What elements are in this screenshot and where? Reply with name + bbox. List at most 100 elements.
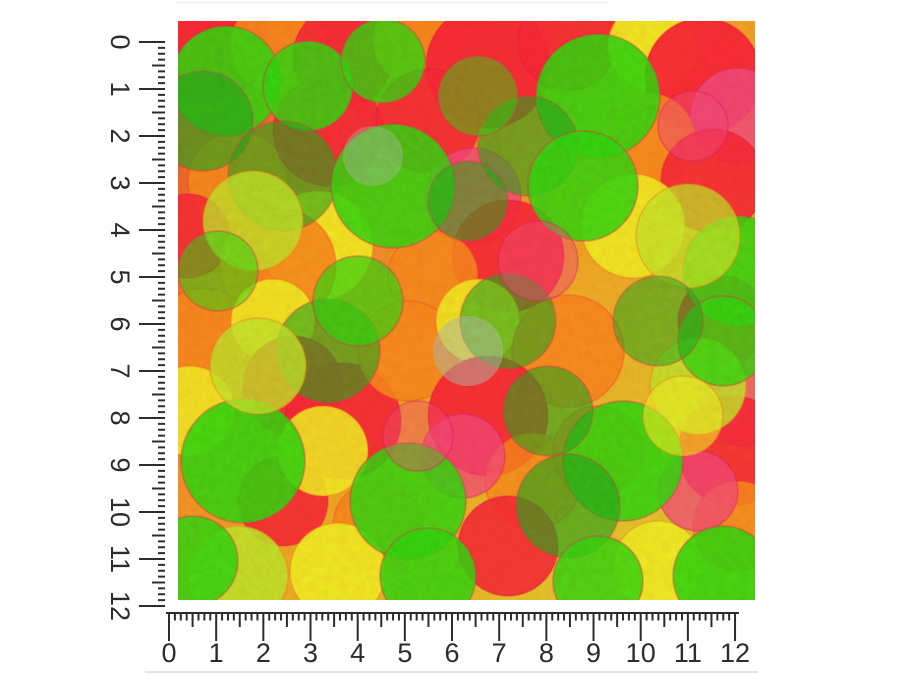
ruler-tick xyxy=(315,614,318,621)
ruler-tick xyxy=(380,614,383,627)
ruler-tick xyxy=(158,399,165,402)
ruler-tick xyxy=(515,614,518,621)
ruler-tick xyxy=(152,581,165,584)
ruler-tick xyxy=(610,614,613,621)
ruler-tick xyxy=(158,217,165,220)
ruler-tick xyxy=(191,614,194,627)
ruler-tick xyxy=(480,614,483,621)
image-edge-line-bottom xyxy=(145,671,758,673)
ruler-label: 2 xyxy=(105,128,135,143)
ruler-tick xyxy=(498,614,501,641)
ruler-tick xyxy=(139,464,165,466)
ruler-tick xyxy=(139,558,165,560)
ruler-tick xyxy=(158,270,165,273)
ruler-tick xyxy=(268,614,271,621)
ruler-tick xyxy=(551,614,554,621)
ruler-tick xyxy=(215,614,218,641)
ruler-label: 11 xyxy=(105,545,135,573)
ruler-tick xyxy=(386,614,389,621)
ruler-tick xyxy=(627,614,630,621)
ruler-tick xyxy=(139,605,165,607)
ruler-tick xyxy=(158,469,165,472)
ruler-tick xyxy=(675,614,678,621)
ruler-tick xyxy=(545,614,548,641)
vinyl-swatch-image xyxy=(178,21,755,600)
ruler-tick xyxy=(563,614,566,621)
ruler-tick xyxy=(474,614,477,627)
ruler-tick xyxy=(492,614,495,621)
ruler-tick xyxy=(152,534,165,537)
ruler-tick xyxy=(362,614,365,621)
ruler-tick xyxy=(158,152,165,155)
ruler-label: 10 xyxy=(105,497,135,527)
ruler-tick xyxy=(421,614,424,621)
ruler-tick xyxy=(152,111,165,114)
ruler-tick xyxy=(527,614,530,621)
ruler-tick xyxy=(158,334,165,337)
ruler-tick xyxy=(456,614,459,621)
ruler-label: 7 xyxy=(105,363,135,378)
ruler-tick xyxy=(158,76,165,79)
ruler-tick xyxy=(633,614,636,621)
ruler-tick xyxy=(158,587,165,590)
ruler-tick xyxy=(158,211,165,214)
ruler-baseline xyxy=(166,612,739,614)
ruler-tick xyxy=(139,417,165,419)
ruler-tick xyxy=(152,252,165,255)
ruler-tick xyxy=(152,158,165,161)
ruler-tick xyxy=(158,240,165,243)
ruler-tick xyxy=(568,614,571,627)
ruler-tick xyxy=(158,93,165,96)
ruler-tick xyxy=(374,614,377,621)
image-edge-line-top xyxy=(176,2,608,3)
ruler-tick xyxy=(158,569,165,572)
ruler-label: 8 xyxy=(105,410,135,425)
ruler-tick xyxy=(139,323,165,325)
ruler-tick xyxy=(158,505,165,508)
ruler-tick xyxy=(158,546,165,549)
ruler-tick xyxy=(158,258,165,261)
ruler-tick xyxy=(158,305,165,308)
ruler-tick xyxy=(439,614,442,621)
ruler-tick xyxy=(158,328,165,331)
ruler-tick xyxy=(158,117,165,120)
ruler-label: 2 xyxy=(256,638,271,668)
ruler-tick xyxy=(710,614,713,627)
ruler-tick xyxy=(152,299,165,302)
ruler-tick xyxy=(698,614,701,621)
ruler-tick xyxy=(152,64,165,67)
ruler-tick xyxy=(158,264,165,267)
ruler-tick xyxy=(158,428,165,431)
ruler-tick xyxy=(173,614,176,621)
ruler-tick xyxy=(158,358,165,361)
ruler-tick xyxy=(152,393,165,396)
ruler-tick xyxy=(139,135,165,137)
ruler-tick xyxy=(158,99,165,102)
ruler-tick xyxy=(728,614,731,621)
ruler-label: 3 xyxy=(105,175,135,190)
ruler-label: 6 xyxy=(105,316,135,331)
ruler-tick xyxy=(158,434,165,437)
ruler-tick xyxy=(280,614,283,621)
ruler-tick xyxy=(158,481,165,484)
ruler-tick xyxy=(158,317,165,320)
ruler-tick xyxy=(139,276,165,278)
ruler-tick xyxy=(139,182,165,184)
ruler-tick xyxy=(158,311,165,314)
ruler-label: 5 xyxy=(105,269,135,284)
ruler-tick xyxy=(639,614,642,641)
ruler-tick xyxy=(592,614,595,641)
ruler-tick xyxy=(158,70,165,73)
ruler-tick xyxy=(622,614,625,621)
ruler-tick xyxy=(686,614,689,641)
ruler-tick xyxy=(557,614,560,621)
ruler-tick xyxy=(158,422,165,425)
ruler-tick xyxy=(158,105,165,108)
ruler-label: 3 xyxy=(303,638,318,668)
ruler-label: 0 xyxy=(161,638,176,668)
ruler-tick xyxy=(297,614,300,621)
ruler-label: 12 xyxy=(105,591,135,621)
ruler-tick xyxy=(158,499,165,502)
ruler-tick xyxy=(158,552,165,555)
